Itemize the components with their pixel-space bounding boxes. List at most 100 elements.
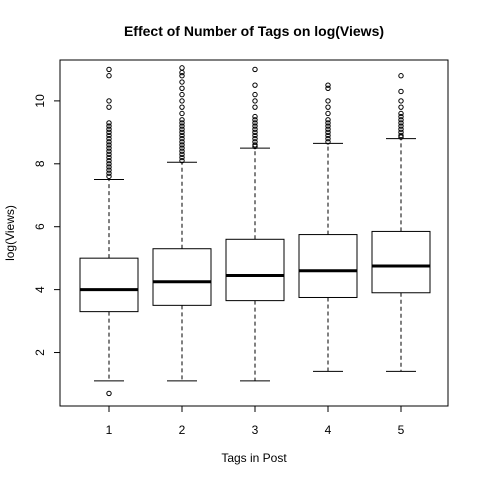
outlier-point: [325, 139, 331, 145]
chart-title: Effect of Number of Tags on log(Views): [124, 23, 384, 39]
outlier-point: [252, 66, 258, 73]
outlier-point: [252, 132, 258, 139]
outlier-point: [106, 73, 112, 79]
outlier-point: [398, 104, 404, 110]
iqr-box: [79, 257, 139, 313]
outlier-point: [252, 142, 258, 148]
outlier-point: [106, 135, 112, 142]
outlier-point: [106, 129, 112, 136]
box-4: [298, 82, 358, 372]
outlier-point: [325, 104, 331, 110]
outlier-point: [398, 110, 404, 117]
outlier-point: [398, 123, 404, 129]
outlier-point: [179, 79, 185, 85]
outlier-point: [252, 126, 258, 132]
outlier-point: [252, 129, 258, 136]
outlier-point: [106, 170, 112, 176]
outlier-point: [179, 148, 185, 154]
outlier-point: [106, 66, 112, 73]
box-3: [225, 66, 285, 382]
outlier-point: [252, 98, 258, 104]
outlier-point: [398, 129, 404, 136]
outlier-point: [179, 132, 185, 139]
iqr-box: [298, 234, 358, 298]
outlier-point: [179, 135, 185, 142]
outlier-point: [179, 85, 185, 92]
outlier-point: [252, 104, 258, 110]
outlier-point: [179, 157, 185, 164]
outlier-point: [252, 120, 258, 126]
x-tick-label: 1: [106, 423, 113, 437]
outlier-point: [325, 132, 331, 139]
outlier-point: [325, 126, 331, 132]
outlier-point: [106, 132, 112, 139]
outlier-point: [179, 117, 185, 123]
outlier-point: [106, 161, 112, 167]
plot-frame: [59, 59, 449, 407]
outlier-point: [106, 151, 112, 158]
outlier-point: [398, 88, 404, 95]
outlier-point: [252, 139, 258, 145]
outlier-point: [179, 142, 185, 148]
outlier-point: [179, 104, 185, 110]
y-tick-label: 2: [33, 349, 47, 356]
box-5: [371, 73, 431, 372]
iqr-box: [225, 238, 285, 302]
outlier-point: [179, 154, 185, 161]
outlier-point: [179, 98, 185, 104]
iqr-box: [371, 230, 431, 294]
outlier-point: [106, 157, 112, 164]
y-tick-label: 8: [33, 160, 47, 167]
outlier-point: [179, 65, 185, 71]
outlier-point: [106, 145, 112, 151]
y-axis: 2 4 6 8 10: [33, 94, 60, 356]
x-tick-label: 4: [325, 423, 332, 437]
outlier-point: [179, 139, 185, 145]
outlier-point: [179, 120, 185, 126]
outlier-point: [179, 129, 185, 136]
outlier-point: [325, 98, 331, 104]
x-tick-label: 5: [398, 423, 405, 437]
outlier-point: [179, 110, 185, 117]
outlier-point: [398, 126, 404, 132]
x-axis: 1 2 3 4 5: [106, 406, 405, 437]
outlier-point: [106, 123, 112, 129]
outlier-point: [179, 73, 185, 79]
boxes-layer: [79, 65, 431, 397]
outlier-point: [325, 120, 331, 126]
outlier-point: [398, 113, 404, 120]
outlier-point: [252, 82, 258, 88]
outlier-point: [179, 123, 185, 129]
outlier-point: [106, 120, 112, 126]
outlier-point: [106, 148, 112, 154]
x-axis-label: Tags in Post: [221, 451, 287, 465]
outlier-point: [106, 154, 112, 161]
outlier-point: [325, 117, 331, 123]
iqr-box: [152, 248, 212, 306]
outlier-point: [106, 139, 112, 145]
outlier-point: [325, 123, 331, 129]
outlier-point: [106, 390, 112, 397]
outlier-point: [106, 126, 112, 132]
outlier-point: [252, 91, 258, 98]
outlier-point: [325, 135, 331, 142]
box-2: [152, 65, 212, 382]
outlier-point: [179, 145, 185, 151]
x-tick-label: 2: [179, 423, 186, 437]
outlier-point: [252, 123, 258, 129]
x-tick-label: 3: [252, 423, 259, 437]
y-axis-label: log(Views): [3, 205, 17, 261]
outlier-point: [179, 126, 185, 132]
outlier-point: [325, 110, 331, 117]
outlier-point: [106, 173, 112, 180]
outlier-point: [179, 151, 185, 158]
y-tick-label: 4: [33, 286, 47, 293]
outlier-point: [106, 104, 112, 110]
outlier-point: [325, 82, 331, 88]
outlier-point: [179, 91, 185, 98]
outlier-point: [252, 117, 258, 123]
outlier-point: [398, 120, 404, 126]
outlier-point: [106, 167, 112, 173]
outlier-point: [398, 73, 404, 79]
